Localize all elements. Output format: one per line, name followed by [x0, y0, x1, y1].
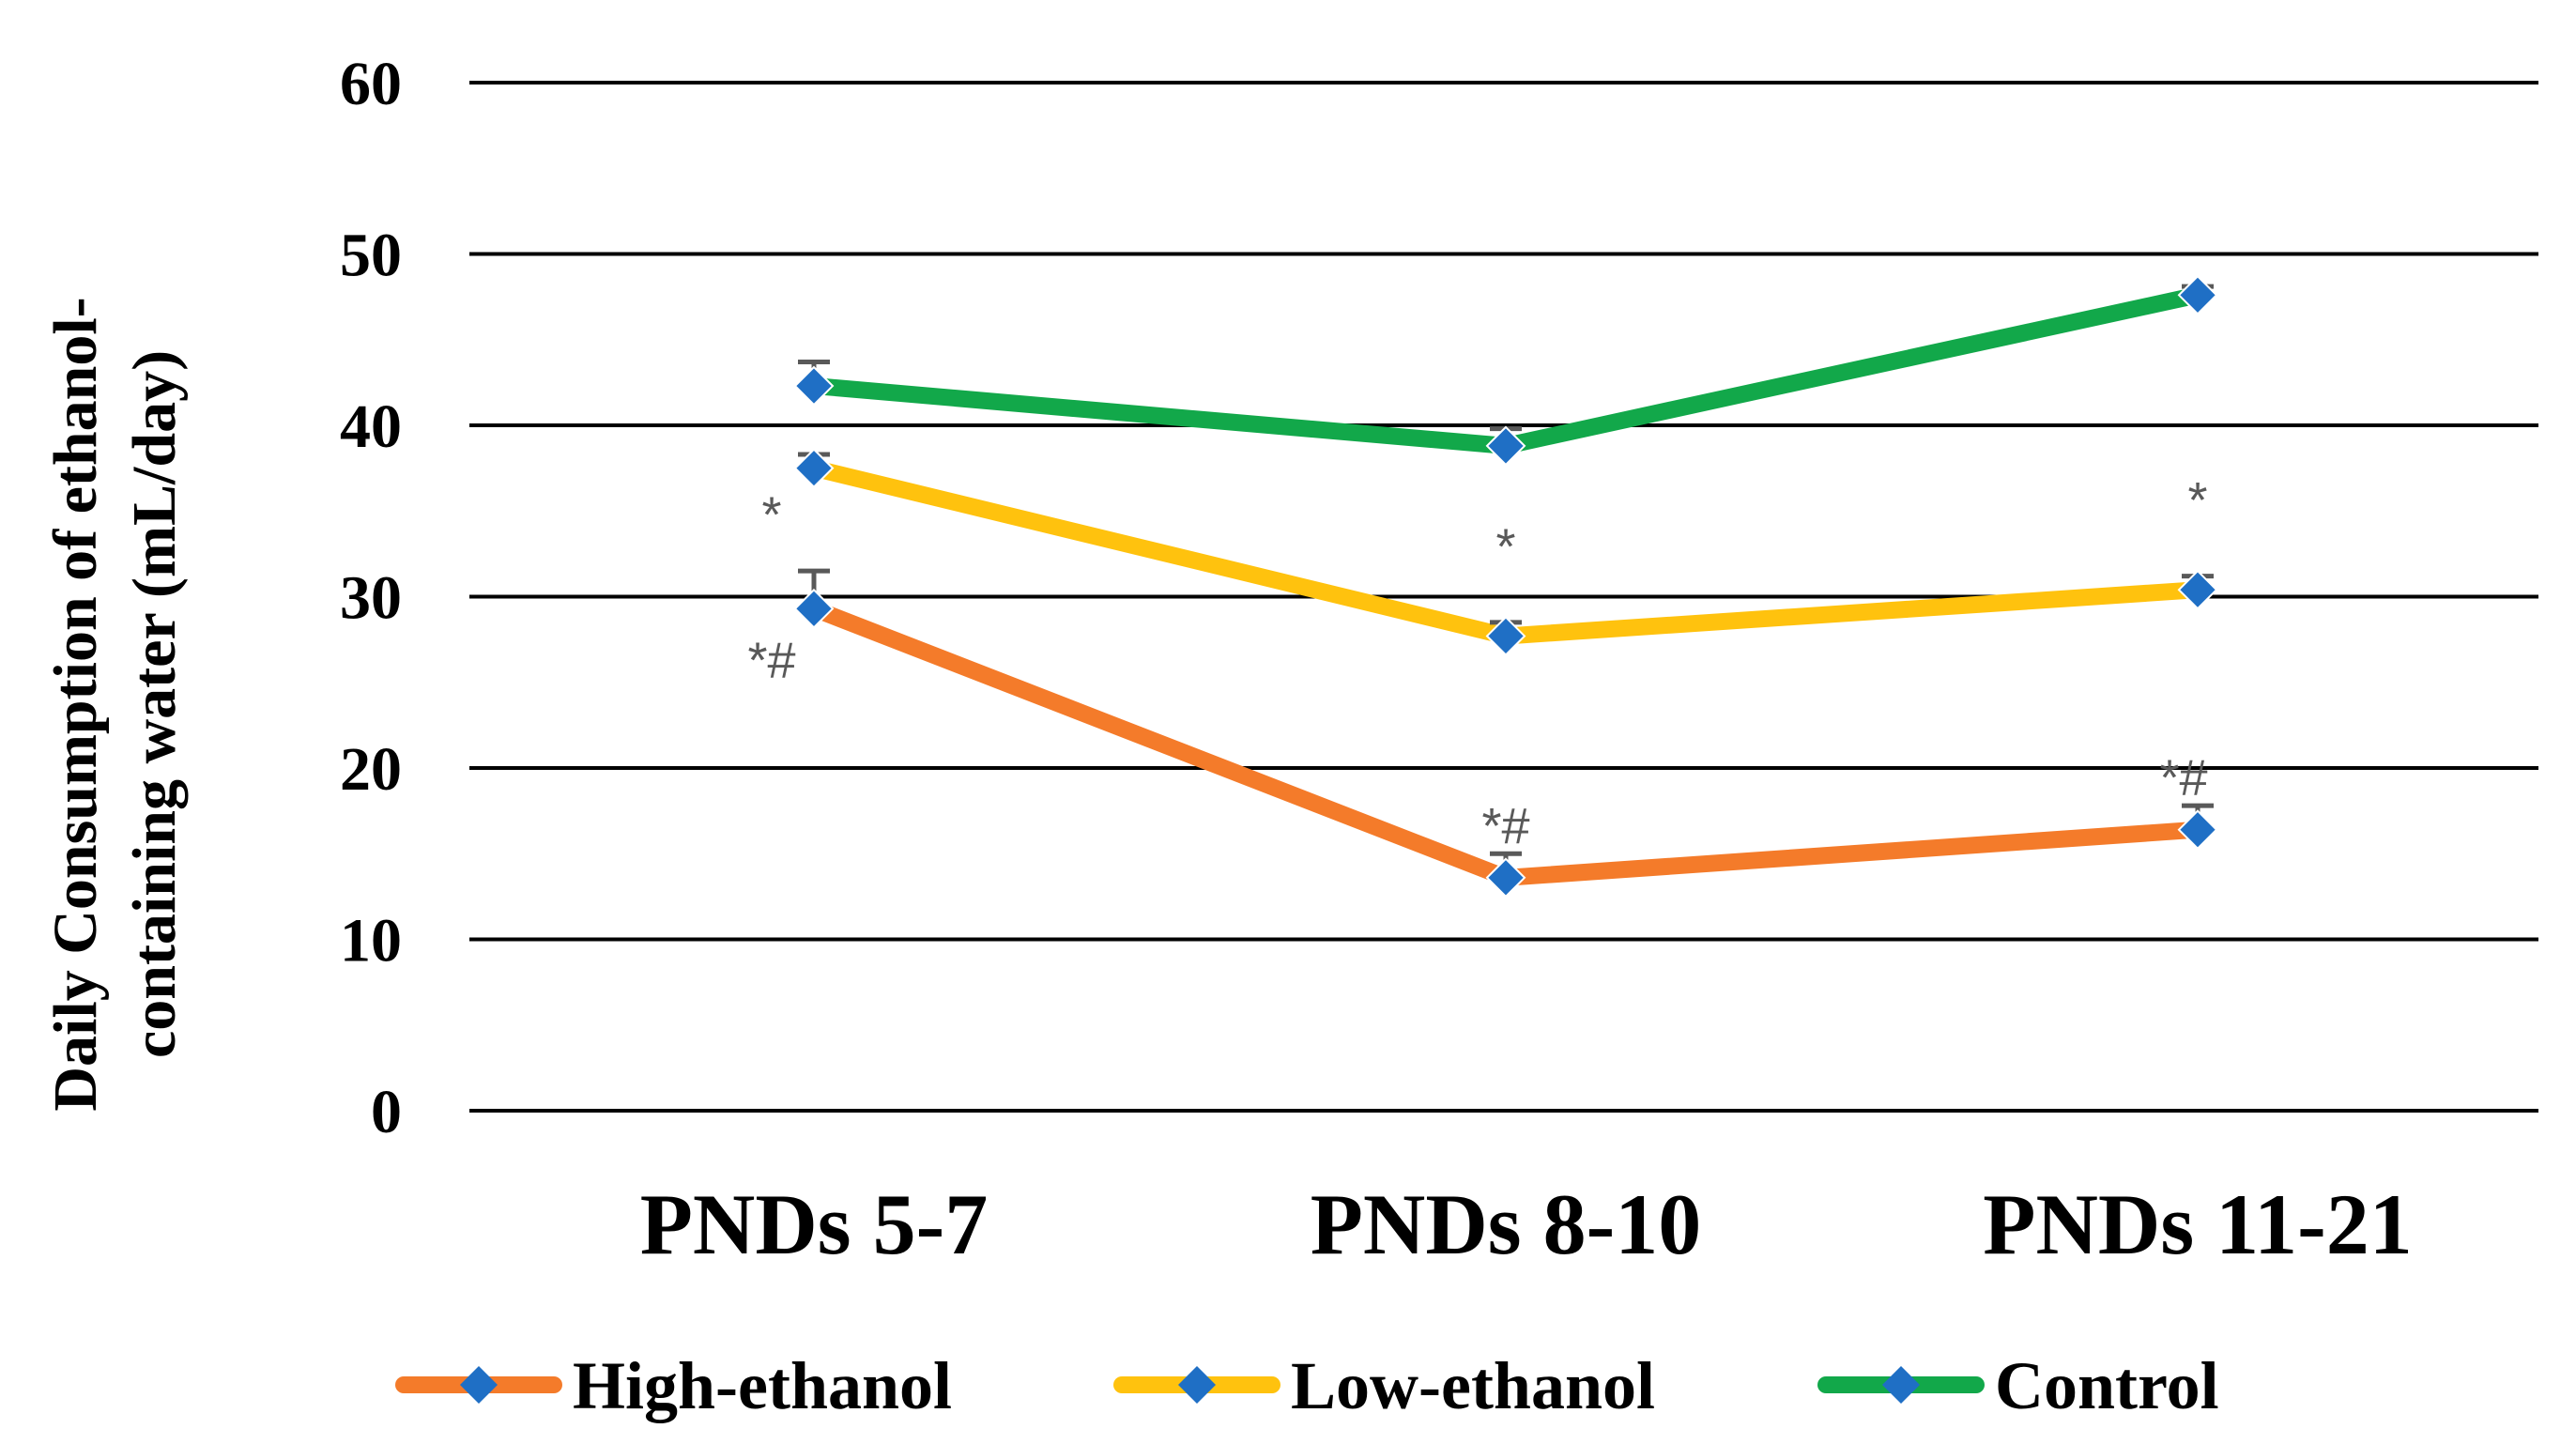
annotations: *# *# *# * * * [747, 472, 2207, 854]
data-point-high-ethanol [1485, 857, 1526, 899]
y-tick-label: 40 [340, 392, 402, 461]
significance-annotation: *# [2159, 750, 2207, 806]
y-tick-label: 0 [371, 1078, 402, 1146]
data-point-low-ethanol [2177, 569, 2218, 610]
y-axis-title: Daily Consumption of ethanol- containing… [41, 297, 189, 1111]
significance-annotation: * [761, 487, 781, 544]
legend-marker-icon [1882, 1366, 1920, 1404]
series-line-control [805, 286, 2206, 454]
significance-annotation: * [1495, 518, 1515, 575]
error-bars [798, 284, 2214, 878]
data-point-control [2177, 274, 2218, 315]
x-category-label: PNDs 8-10 [1311, 1176, 1702, 1272]
significance-annotation: *# [1481, 798, 1529, 854]
y-tick-label: 10 [340, 907, 402, 975]
y-tick-label: 20 [340, 735, 402, 804]
y-axis-title-line-2: containing water (mL/day) [120, 350, 189, 1058]
y-tick-label: 30 [340, 564, 402, 633]
data-point-high-ethanol [793, 588, 835, 629]
legend-label: Low-ethanol [1291, 1348, 1655, 1423]
legend-marker-icon [1178, 1366, 1216, 1404]
legend-marker-icon [460, 1366, 498, 1404]
gridlines [469, 81, 2538, 1113]
data-point-low-ethanol [793, 448, 835, 489]
y-tick-label: 50 [340, 222, 402, 290]
data-point-control [1485, 425, 1526, 467]
y-axis-ticks: 0 10 20 30 40 50 60 [340, 50, 402, 1146]
y-tick-label: 60 [340, 50, 402, 118]
x-category-label: PNDs 11-21 [1983, 1176, 2412, 1272]
legend: High-ethanol Low-ethanol Control [395, 1348, 2219, 1423]
x-axis-categories: PNDs 5-7 PNDs 8-10 PNDs 11-21 [640, 1176, 2413, 1272]
significance-annotation: *# [747, 632, 795, 688]
data-point-low-ethanol [1485, 616, 1526, 656]
data-point-high-ethanol [2177, 809, 2218, 851]
series [805, 286, 2206, 886]
significance-annotation: * [2187, 472, 2207, 529]
y-axis-title-line-1: Daily Consumption of ethanol- [41, 297, 110, 1111]
markers [793, 274, 2218, 899]
x-category-label: PNDs 5-7 [640, 1176, 989, 1272]
legend-label: Control [1995, 1348, 2219, 1423]
data-point-control [793, 365, 835, 407]
legend-label: High-ethanol [573, 1348, 952, 1423]
